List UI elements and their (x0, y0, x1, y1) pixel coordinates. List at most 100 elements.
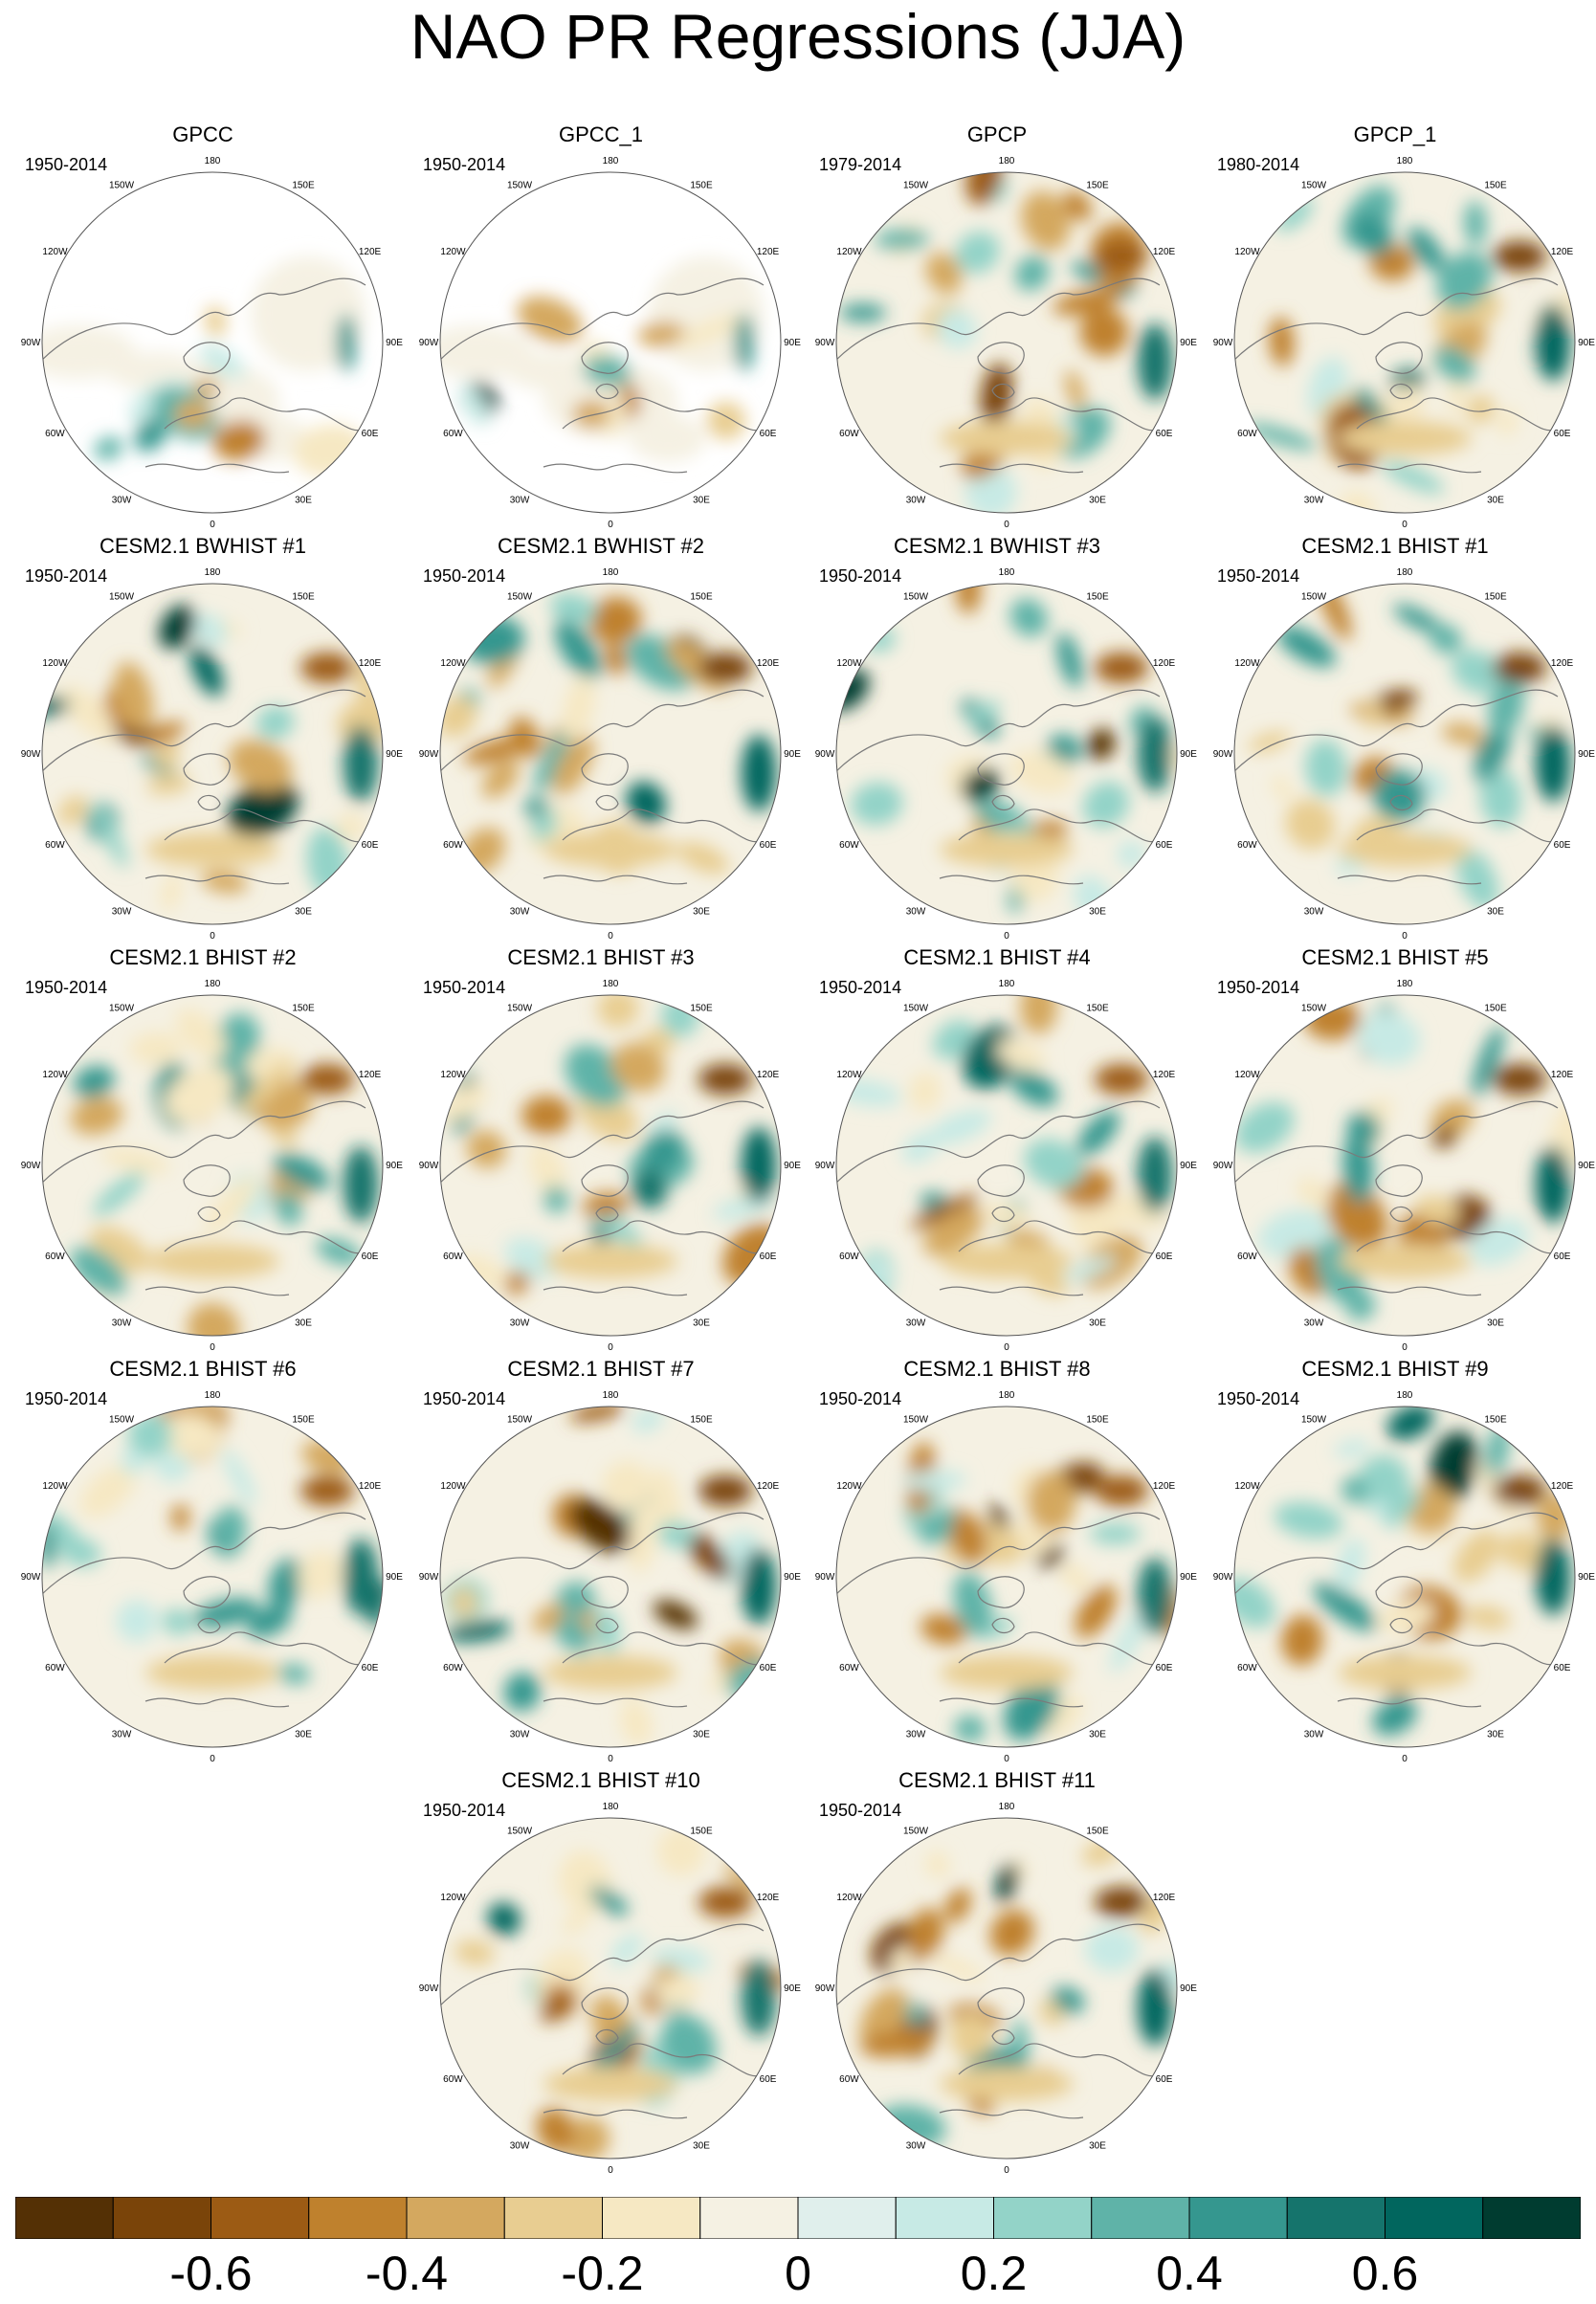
longitude-label: 150E (1484, 180, 1507, 190)
panel-years: 1950-2014 (423, 566, 506, 586)
colorbar-tick-label: -0.4 (365, 2247, 449, 2300)
panel-title: CESM2.1 BWHIST #1 (100, 534, 306, 558)
longitude-label: 90E (1180, 1983, 1197, 1994)
longitude-label: 90E (1578, 338, 1595, 348)
longitude-label: 30W (906, 2141, 926, 2152)
longitude-label: 0 (1402, 1754, 1408, 1764)
regression-field (440, 584, 781, 924)
longitude-label: 120W (836, 658, 862, 669)
map-panel: CESM2.1 BHIST #10 1950-2014 180 150E 120E 90E… (410, 1768, 801, 2180)
longitude-label: 60E (1554, 1663, 1571, 1673)
regression-field (42, 995, 383, 1336)
longitude-label: 30E (295, 496, 312, 506)
longitude-label: 120E (359, 1481, 382, 1492)
longitude-label: 90E (1578, 749, 1595, 760)
longitude-label: 120E (757, 247, 780, 257)
longitude-label: 120W (440, 1481, 466, 1492)
longitude-label: 60W (839, 1663, 859, 1673)
longitude-label: 30W (510, 496, 530, 506)
longitude-label: 150W (109, 1003, 135, 1013)
map-panel: CESM2.1 BHIST #2 1950-2014 180 150E 120E 90E 6… (11, 945, 403, 1357)
longitude-label: 150W (903, 1414, 929, 1425)
regression-field (42, 584, 383, 924)
regression-field (440, 172, 781, 513)
colorbar-tick-label: -0.2 (561, 2247, 644, 2300)
polar-map: 180 150E 120E 90E 60E 30E 0 30W 60W 90W 120W 150W (419, 156, 801, 530)
longitude-label: 180 (205, 567, 221, 578)
longitude-label: 30E (693, 907, 710, 918)
panel-years: 1950-2014 (423, 155, 506, 174)
panel-years: 1950-2014 (1217, 1389, 1300, 1408)
longitude-label: 120W (42, 1481, 68, 1492)
longitude-label: 120W (440, 1893, 466, 1903)
longitude-label: 60W (839, 2074, 859, 2085)
longitude-label: 120W (1234, 1070, 1260, 1080)
regression-field (836, 995, 1177, 1336)
longitude-label: 120E (1153, 1070, 1176, 1080)
longitude-label: 60W (1237, 840, 1257, 851)
longitude-label: 180 (1397, 979, 1413, 989)
panel-years: 1950-2014 (819, 1801, 902, 1820)
longitude-label: 150W (903, 591, 929, 602)
colorbar-swatch (503, 2197, 603, 2239)
colorbar-swatch (602, 2197, 701, 2239)
longitude-label: 90W (1213, 1572, 1233, 1583)
longitude-label: 90E (1180, 1572, 1197, 1583)
longitude-label: 60E (760, 1663, 777, 1673)
panel-years: 1950-2014 (25, 566, 108, 586)
longitude-label: 30E (295, 907, 312, 918)
longitude-label: 120E (1153, 658, 1176, 669)
longitude-label: 180 (999, 1390, 1015, 1401)
regression-field (42, 1407, 383, 1747)
longitude-label: 30W (112, 496, 132, 506)
longitude-label: 180 (205, 1390, 221, 1401)
colorbar-swatch (211, 2197, 310, 2239)
map-panel: CESM2.1 BHIST #4 1950-2014 180 150E 120E 90E 6… (806, 945, 1197, 1357)
longitude-label: 90E (1180, 338, 1197, 348)
colorbar-tick-label: -0.6 (169, 2247, 253, 2300)
panel-title: CESM2.1 BWHIST #3 (894, 534, 1100, 558)
longitude-label: 0 (608, 1754, 613, 1764)
polar-map: 180 150E 120E 90E 60E 30E 0 30W 60W 90W 120W 150W (815, 156, 1197, 530)
longitude-label: 120E (757, 1481, 780, 1492)
longitude-label: 30W (112, 1318, 132, 1329)
longitude-label: 60W (839, 429, 859, 439)
longitude-label: 150W (903, 180, 929, 190)
longitude-label: 180 (205, 156, 221, 166)
longitude-label: 120W (42, 247, 68, 257)
polar-map: 180 150E 120E 90E 60E 30E 0 30W 60W 90W 120W 150W (1213, 1390, 1595, 1764)
longitude-label: 90W (815, 338, 835, 348)
panel-title: CESM2.1 BWHIST #2 (498, 534, 704, 558)
longitude-label: 30W (510, 907, 530, 918)
panel-years: 1979-2014 (819, 155, 902, 174)
colorbar-swatch (1091, 2197, 1190, 2239)
panel-title: CESM2.1 BHIST #2 (109, 945, 297, 969)
longitude-label: 0 (608, 2165, 613, 2176)
polar-map: 180 150E 120E 90E 60E 30E 0 30W 60W 90W 120W 150W (419, 1802, 801, 2176)
longitude-label: 60E (362, 1663, 379, 1673)
longitude-label: 120W (836, 1893, 862, 1903)
panel-title: CESM2.1 BHIST #11 (898, 1768, 1096, 1792)
longitude-label: 150W (507, 1003, 533, 1013)
longitude-label: 90W (21, 749, 41, 760)
longitude-label: 150E (690, 180, 713, 190)
longitude-label: 90W (815, 1161, 835, 1171)
longitude-label: 30W (906, 496, 926, 506)
polar-map: 180 150E 120E 90E 60E 30E 0 30W 60W 90W 120W 150W (21, 979, 403, 1353)
regression-field (836, 172, 1177, 513)
longitude-label: 60E (760, 429, 777, 439)
longitude-label: 90W (21, 1161, 41, 1171)
longitude-label: 0 (1004, 520, 1009, 530)
longitude-label: 150W (903, 1003, 929, 1013)
map-panel: CESM2.1 BHIST #3 1950-2014 180 150E 120E 90E 6… (410, 945, 801, 1357)
longitude-label: 150W (1301, 1414, 1327, 1425)
panel-years: 1950-2014 (819, 1389, 902, 1408)
longitude-label: 120E (1551, 1070, 1574, 1080)
longitude-label: 0 (1004, 1754, 1009, 1764)
longitude-label: 90E (784, 1161, 801, 1171)
map-panel: CESM2.1 BWHIST #1 1950-2014 180 150E 120E 90E… (11, 534, 403, 945)
panel-years: 1950-2014 (25, 1389, 108, 1408)
longitude-label: 180 (999, 567, 1015, 578)
longitude-label: 60W (45, 1252, 65, 1262)
longitude-label: 60W (839, 1252, 859, 1262)
